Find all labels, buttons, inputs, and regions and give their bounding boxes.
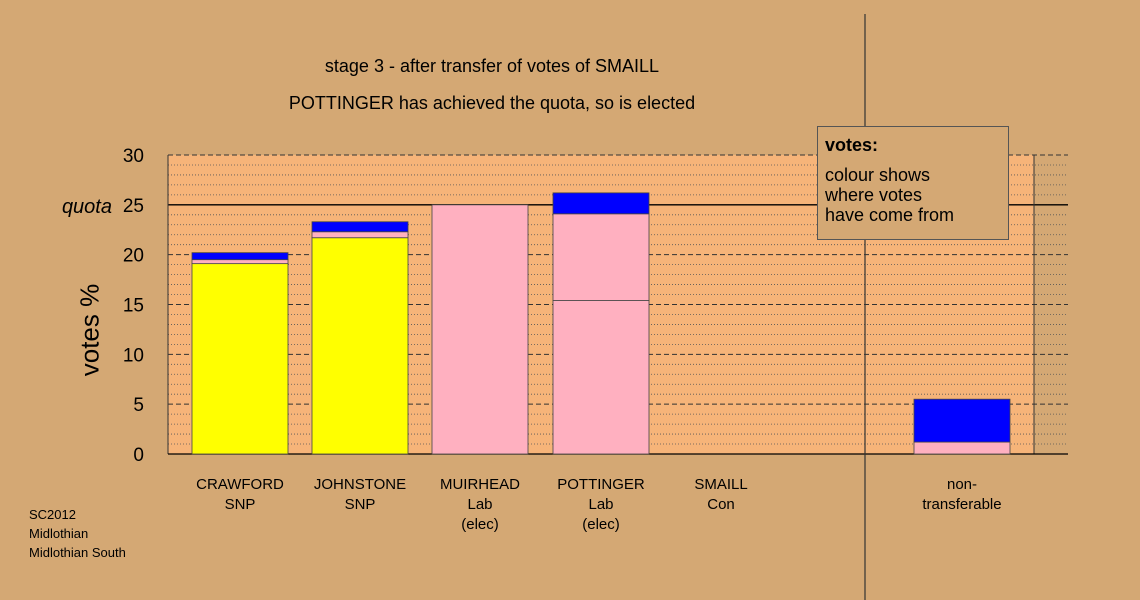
bar-segment [191, 263, 289, 455]
candidate-label-smaill: SMAILL Con [694, 476, 748, 513]
bar-segment [913, 398, 1011, 443]
y-axis-label: votes % [74, 283, 105, 377]
candidate-label-johnstone: JOHNSTONE SNP [313, 476, 407, 513]
candidate-label-non-transferable: non-transferable [922, 476, 1002, 513]
bar-segment [191, 252, 289, 261]
bar-segment [431, 204, 529, 455]
bar-segment [552, 192, 650, 215]
y-tick-label: 20 [123, 246, 144, 267]
y-tick-label: 10 [123, 345, 144, 366]
y-tick-label: 30 [123, 146, 144, 167]
legend-line: colour shows [825, 165, 931, 185]
y-tick-label: 15 [123, 296, 144, 317]
candidate-label-muirhead: MUIRHEAD Lab (elec) [439, 476, 520, 533]
y-tick-label: 0 [133, 445, 144, 466]
bar-segment [913, 441, 1011, 455]
legend-line: where votes [825, 185, 923, 205]
candidate-label-pottinger: POTTINGER Lab (elec) [557, 476, 645, 533]
bar-segment [311, 221, 409, 233]
chart-subtitle: POTTINGER has achieved the quota, so is … [288, 93, 696, 113]
source-note: SC2012 Midlothian Midlothian South [29, 507, 126, 560]
bar-segment [191, 259, 289, 265]
bar-segment [311, 237, 409, 455]
legend-title: votes: [825, 135, 879, 155]
candidate-label-crawford: CRAWFORD SNP [196, 476, 284, 513]
legend-line: have come from [825, 205, 955, 225]
bar-segment [552, 213, 650, 301]
legend: votes: colour shows where votes have com… [817, 126, 1009, 240]
chart-title: stage 3 - after transfer of votes of SMA… [324, 56, 660, 76]
quota-label: quota [62, 196, 112, 218]
bar-segment [552, 300, 650, 455]
bar-segment [311, 231, 409, 239]
y-tick-label: 25 [123, 196, 144, 217]
y-tick-label: 5 [133, 395, 144, 416]
